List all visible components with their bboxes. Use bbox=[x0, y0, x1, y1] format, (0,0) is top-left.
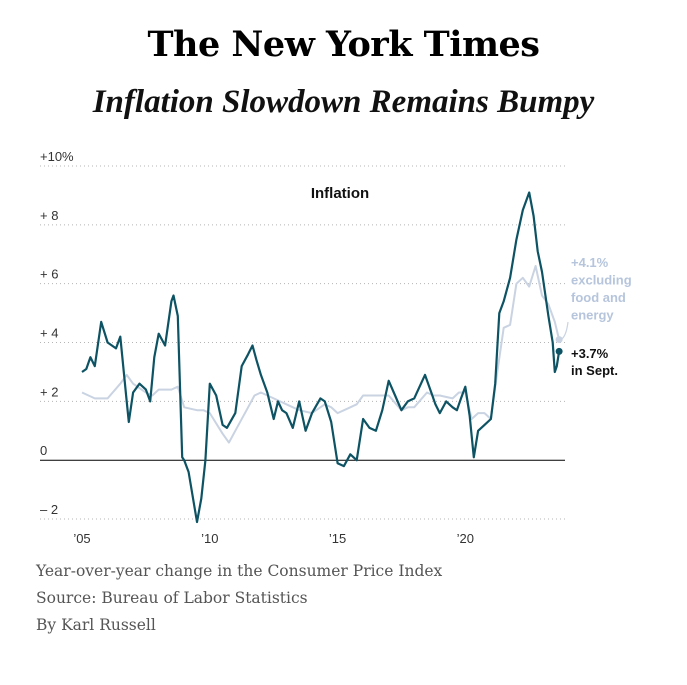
chart-source: Source: Bureau of Labor Statistics bbox=[36, 589, 308, 607]
series-layer bbox=[81, 191, 561, 524]
x-axis-labels: ’05 ’10 ’15 ’20 bbox=[73, 531, 474, 546]
core-label-line: +4.1% bbox=[571, 255, 609, 270]
x-tick-label: ’05 bbox=[73, 531, 90, 546]
masthead-logo: The New York Times bbox=[147, 24, 540, 65]
chart-description: Year-over-year change in the Consumer Pr… bbox=[36, 562, 443, 580]
y-tick-label: +10% bbox=[40, 149, 74, 164]
y-axis-labels: +10% + 8 + 6 + 4 + 2 0 – 2 bbox=[40, 149, 74, 517]
end-annotations: +4.1% excluding food and energy +3.7% in Sept… bbox=[555, 255, 632, 378]
y-tick-label: + 6 bbox=[40, 267, 58, 282]
series-line-core bbox=[81, 265, 561, 444]
core-label-line: excluding bbox=[571, 273, 632, 288]
core-end-dot bbox=[555, 336, 563, 344]
inflation-chart: +10% + 8 + 6 + 4 + 2 0 – 2 ’05 ’10 ’15 ’20 +4.1% e… bbox=[40, 149, 632, 546]
chart-title: Inflation bbox=[311, 185, 369, 202]
core-label-pointer bbox=[559, 321, 569, 341]
headline-label-line: +3.7% bbox=[571, 346, 609, 361]
y-tick-label: + 4 bbox=[40, 326, 58, 341]
x-tick-label: ’20 bbox=[457, 531, 474, 546]
series-line-headline bbox=[81, 191, 561, 524]
y-tick-label: + 2 bbox=[40, 384, 58, 399]
y-tick-label: – 2 bbox=[40, 502, 58, 517]
headline-label-line: in Sept. bbox=[571, 363, 618, 378]
core-label-line: energy bbox=[571, 308, 614, 323]
x-tick-label: ’10 bbox=[201, 531, 218, 546]
y-tick-label: + 8 bbox=[40, 208, 58, 223]
core-label-line: food and bbox=[571, 290, 626, 305]
y-tick-label: 0 bbox=[40, 443, 47, 458]
headline: Inflation Slowdown Remains Bumpy bbox=[92, 84, 595, 120]
chart-byline: By Karl Russell bbox=[36, 616, 156, 634]
x-tick-label: ’15 bbox=[329, 531, 346, 546]
headline-end-dot bbox=[555, 347, 563, 355]
